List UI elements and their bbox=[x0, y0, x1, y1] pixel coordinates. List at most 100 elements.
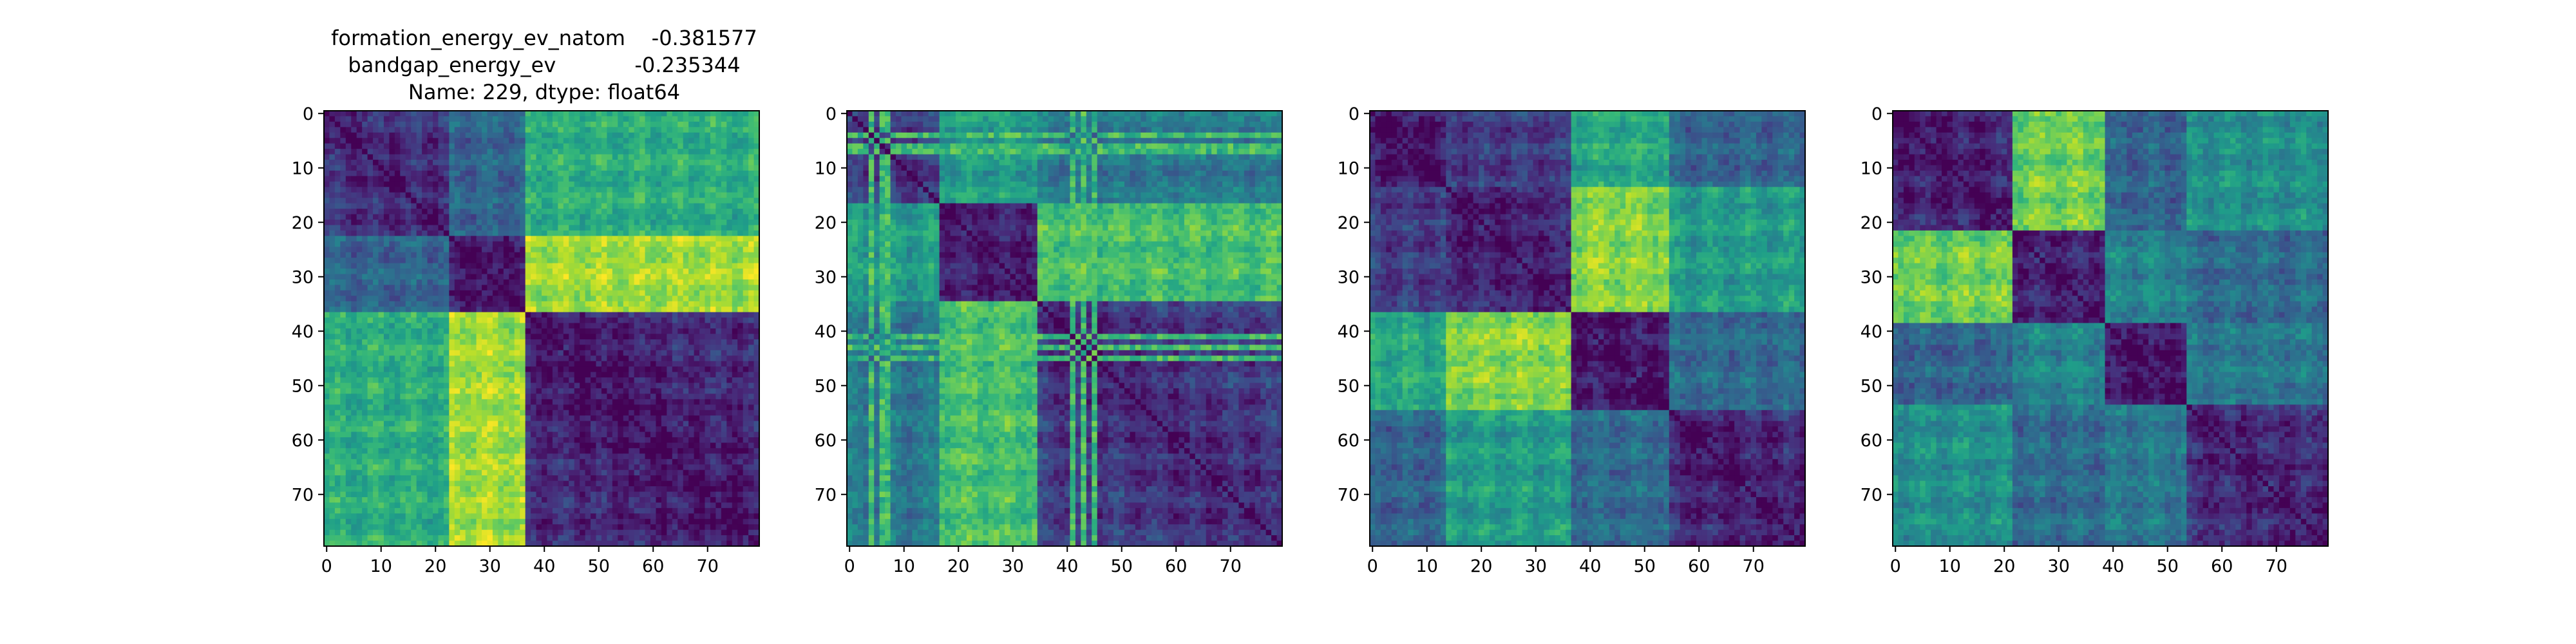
heatmap-cell bbox=[721, 231, 727, 236]
heatmap-cell bbox=[732, 258, 738, 263]
heatmap-cell bbox=[553, 225, 558, 231]
heatmap-cell bbox=[715, 377, 721, 383]
heatmap-cell bbox=[455, 350, 460, 356]
heatmap-cell bbox=[428, 355, 433, 361]
heatmap-cell bbox=[362, 111, 368, 117]
heatmap-cell bbox=[667, 209, 672, 214]
heatmap-cell bbox=[737, 182, 743, 187]
heatmap-cell bbox=[493, 388, 498, 394]
heatmap-cell bbox=[526, 193, 531, 198]
heatmap-cell bbox=[694, 399, 700, 405]
heatmap-cell bbox=[601, 334, 607, 339]
heatmap-cell bbox=[574, 209, 580, 214]
heatmap-cell bbox=[477, 193, 482, 198]
heatmap-cell bbox=[667, 377, 672, 383]
heatmap-cell bbox=[612, 204, 618, 209]
heatmap-cell bbox=[357, 182, 363, 187]
heatmap-cell bbox=[558, 127, 564, 133]
heatmap-cell bbox=[558, 366, 564, 372]
heatmap-cell bbox=[601, 285, 607, 290]
heatmap-cell bbox=[580, 127, 585, 133]
heatmap-cell bbox=[373, 231, 379, 236]
heatmap-cell bbox=[335, 247, 341, 252]
heatmap-cell bbox=[373, 225, 379, 231]
heatmap-cell bbox=[438, 366, 444, 372]
heatmap-cell bbox=[629, 138, 634, 144]
heatmap-cell bbox=[618, 176, 623, 182]
heatmap-cell bbox=[672, 182, 678, 187]
heatmap-cell bbox=[629, 366, 634, 372]
heatmap-cell bbox=[656, 345, 661, 350]
heatmap-cell bbox=[607, 155, 612, 160]
heatmap-cell bbox=[389, 312, 395, 318]
heatmap-cell bbox=[373, 355, 379, 361]
heatmap-cell bbox=[601, 404, 607, 410]
heatmap-cell bbox=[569, 415, 574, 421]
heatmap-cell bbox=[373, 274, 379, 280]
heatmap-cell bbox=[449, 252, 455, 258]
heatmap-cell bbox=[683, 366, 689, 372]
heatmap-cell bbox=[737, 383, 743, 389]
heatmap-cell bbox=[629, 388, 634, 394]
heatmap-cell bbox=[411, 290, 417, 296]
heatmap-cell bbox=[324, 236, 330, 242]
heatmap-cell bbox=[639, 350, 645, 356]
heatmap-cell bbox=[542, 285, 547, 290]
heatmap-cell bbox=[362, 242, 368, 247]
heatmap-cell bbox=[705, 361, 711, 367]
heatmap-cell bbox=[558, 285, 564, 290]
heatmap-cell bbox=[677, 258, 683, 263]
heatmap-cell bbox=[661, 138, 667, 144]
heatmap-cell bbox=[449, 274, 455, 280]
heatmap-cell bbox=[558, 187, 564, 193]
heatmap-cell bbox=[743, 404, 749, 410]
heatmap-cell bbox=[346, 209, 352, 214]
heatmap-cell bbox=[645, 144, 651, 149]
heatmap-cell bbox=[607, 328, 612, 334]
heatmap-cell bbox=[395, 307, 401, 312]
heatmap-cell bbox=[351, 258, 357, 263]
heatmap-cell bbox=[340, 111, 346, 117]
heatmap-cell bbox=[645, 361, 651, 367]
heatmap-cell bbox=[482, 279, 488, 285]
heatmap-cell bbox=[618, 220, 623, 225]
heatmap-cell bbox=[466, 214, 471, 220]
heatmap-cell bbox=[667, 285, 672, 290]
heatmap-cell bbox=[743, 442, 749, 448]
heatmap-cell bbox=[677, 198, 683, 204]
heatmap-cell bbox=[596, 171, 602, 176]
heatmap-cell bbox=[433, 301, 439, 307]
heatmap-cell bbox=[433, 247, 439, 252]
heatmap-cell bbox=[661, 312, 667, 318]
heatmap-cell bbox=[357, 345, 363, 350]
heatmap-cell bbox=[553, 160, 558, 166]
heatmap-cell bbox=[531, 236, 536, 242]
heatmap-cell bbox=[455, 383, 460, 389]
heatmap-cell bbox=[373, 366, 379, 372]
heatmap-cell bbox=[569, 301, 574, 307]
heatmap-cell bbox=[596, 361, 602, 367]
heatmap-cell bbox=[335, 432, 341, 438]
heatmap-cell bbox=[553, 111, 558, 117]
heatmap-cell bbox=[438, 317, 444, 323]
heatmap-cell bbox=[688, 149, 694, 155]
heatmap-cell bbox=[346, 193, 352, 198]
heatmap-cell bbox=[368, 404, 374, 410]
heatmap-cell bbox=[683, 182, 689, 187]
heatmap-cell bbox=[743, 399, 749, 405]
heatmap-cell bbox=[732, 204, 738, 209]
heatmap-cell bbox=[488, 204, 493, 209]
heatmap-cell bbox=[710, 198, 716, 204]
heatmap-cell bbox=[340, 285, 346, 290]
heatmap-cell bbox=[444, 426, 450, 432]
heatmap-cell bbox=[368, 258, 374, 263]
heatmap-cell bbox=[400, 144, 406, 149]
heatmap-cell bbox=[607, 252, 612, 258]
heatmap-cell bbox=[520, 290, 526, 296]
heatmap-cell bbox=[710, 279, 716, 285]
heatmap-cell bbox=[346, 242, 352, 247]
heatmap-cell bbox=[509, 366, 515, 372]
heatmap-cell bbox=[362, 290, 368, 296]
heatmap-cell bbox=[688, 122, 694, 128]
heatmap-cell bbox=[329, 176, 335, 182]
